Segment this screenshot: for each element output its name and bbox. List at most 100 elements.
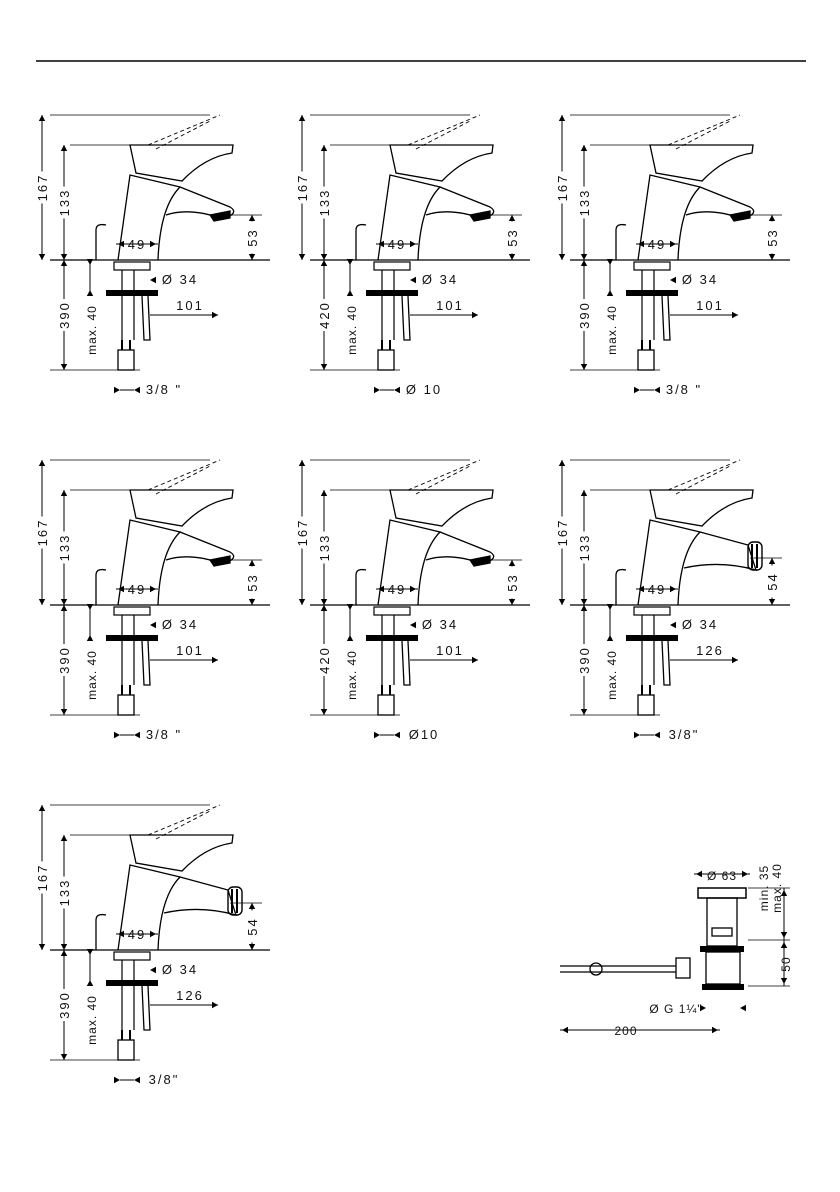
- hose-connector: [637, 694, 655, 716]
- hose-connector: [117, 694, 135, 716]
- faucet-body: [637, 519, 702, 606]
- fixing-plate: [106, 980, 158, 986]
- dimension-arrow: [248, 215, 256, 221]
- dimension-reach: 101: [176, 298, 204, 313]
- dimension-arrow: [634, 731, 640, 739]
- lever-raised-outline: [147, 804, 221, 840]
- dimension-arrow: [394, 386, 400, 394]
- dimension-connection: 3/8 ": [146, 727, 182, 742]
- dimension-arrow: [670, 276, 676, 284]
- fixing-nut: [633, 606, 671, 616]
- dimension-arrow: [320, 260, 328, 266]
- dimension-arrow: [38, 115, 46, 121]
- dimension-connection: 3/8": [669, 727, 700, 742]
- fixing-nut: [113, 261, 151, 271]
- popup-rod: [355, 223, 367, 260]
- dimension-arrow: [768, 215, 776, 221]
- faucet-drawing-mixer-5: 167 133 53 420 max. 40 49 Ø 34 101 Ø10: [295, 459, 530, 742]
- dimension-arrow: [60, 835, 68, 841]
- dimension-arrow: [248, 560, 256, 566]
- spout-outlet: [468, 555, 491, 567]
- hose-pipe: [661, 640, 671, 686]
- dimension-reach: 101: [436, 643, 464, 658]
- dimension-arrow: [86, 980, 94, 986]
- dimension-arrow: [320, 145, 328, 151]
- dimension-arrow: [212, 1001, 218, 1009]
- dimension-arrow: [606, 259, 614, 265]
- dimension-max-thickness: max. 40: [605, 305, 619, 355]
- dimension-arrow: [410, 240, 416, 248]
- dimension-arrow: [60, 944, 68, 950]
- rod-knuckle: [589, 962, 603, 976]
- dimension-hole-diameter: Ø 34: [162, 962, 198, 977]
- dimension-arrow: [580, 260, 588, 266]
- fixing-plate: [366, 635, 418, 641]
- fixing-plate: [626, 290, 678, 296]
- nozzle-ribs: [751, 544, 758, 568]
- dimension-arrow: [134, 386, 140, 394]
- dimension-arrow: [38, 460, 46, 466]
- dimension-arrow: [60, 254, 68, 260]
- dimension-arrow: [740, 1004, 746, 1012]
- hose-pipe: [141, 640, 151, 686]
- fixing-plate: [626, 635, 678, 641]
- faucet-drawing-mixer-1: 167 133 53 390 max. 40 49 Ø 34 101 3/8 ": [35, 114, 270, 397]
- dimension-133: 133: [57, 534, 72, 562]
- dimension-max-thickness: max. 40: [345, 650, 359, 700]
- dimension-arrow: [118, 585, 124, 593]
- dimension-arrow: [298, 460, 306, 466]
- dimension-connection: Ø 10: [406, 382, 442, 397]
- dimension-arrow: [654, 731, 660, 739]
- waste-body-lower: [705, 951, 741, 985]
- dimension-width: 49: [648, 237, 666, 252]
- dimension-arrow: [86, 290, 94, 296]
- dimension-arrow: [150, 621, 156, 629]
- dimension-arrow: [654, 386, 660, 394]
- hose-thread: [381, 340, 391, 350]
- dimension-below: 420: [317, 646, 332, 674]
- dimension-max-thickness: max. 40: [85, 995, 99, 1045]
- dimension-arrow: [320, 599, 328, 605]
- popup-rod: [95, 223, 107, 260]
- fixing-nut: [113, 951, 151, 961]
- dimension-arrow: [638, 585, 644, 593]
- dimension-133: 133: [577, 189, 592, 217]
- dimension-arrow: [634, 386, 640, 394]
- lever-raised-outline: [407, 459, 481, 495]
- dimension-arrow: [700, 1004, 706, 1012]
- dimension-width: 49: [388, 237, 406, 252]
- dimension-arrow: [150, 966, 156, 974]
- waste-nut: [700, 946, 744, 952]
- dimension-arrow: [508, 215, 516, 221]
- hose-connector: [117, 349, 135, 371]
- dimension-arrow: [38, 805, 46, 811]
- dimension-arrow: [114, 731, 120, 739]
- dimension-arrow: [320, 709, 328, 715]
- dimension-reach: 101: [176, 643, 204, 658]
- hose-connector: [377, 349, 395, 371]
- dimension-arrow: [320, 490, 328, 496]
- lever-raised-outline: [407, 114, 481, 150]
- bidet-nozzle: [227, 886, 243, 916]
- dimension-arrow: [38, 599, 46, 605]
- dimension-max-thickness: max. 40: [345, 305, 359, 355]
- dimension-arrow: [212, 656, 218, 664]
- fixing-nut: [373, 261, 411, 271]
- dimension-hole-diameter: Ø 34: [162, 617, 198, 632]
- dimension-167: 167: [295, 519, 310, 547]
- dimension-width: 49: [128, 582, 146, 597]
- dimension-arrow: [508, 599, 516, 605]
- hose-thread: [121, 685, 131, 695]
- dimension-arrow: [712, 1026, 718, 1034]
- dimension-167: 167: [35, 174, 50, 202]
- dimension-below: 390: [577, 646, 592, 674]
- dimension-arrow: [670, 621, 676, 629]
- dimension-arrow: [472, 656, 478, 664]
- dimension-below: 420: [317, 301, 332, 329]
- dimension-arrow: [60, 1054, 68, 1060]
- dimension-arrow: [768, 254, 776, 260]
- dimension-arrow: [60, 605, 68, 611]
- dimension-arrow: [60, 145, 68, 151]
- faucet-drawing-mixer-3: 167 133 53 390 max. 40 49 Ø 34 101 3/8 ": [555, 114, 790, 397]
